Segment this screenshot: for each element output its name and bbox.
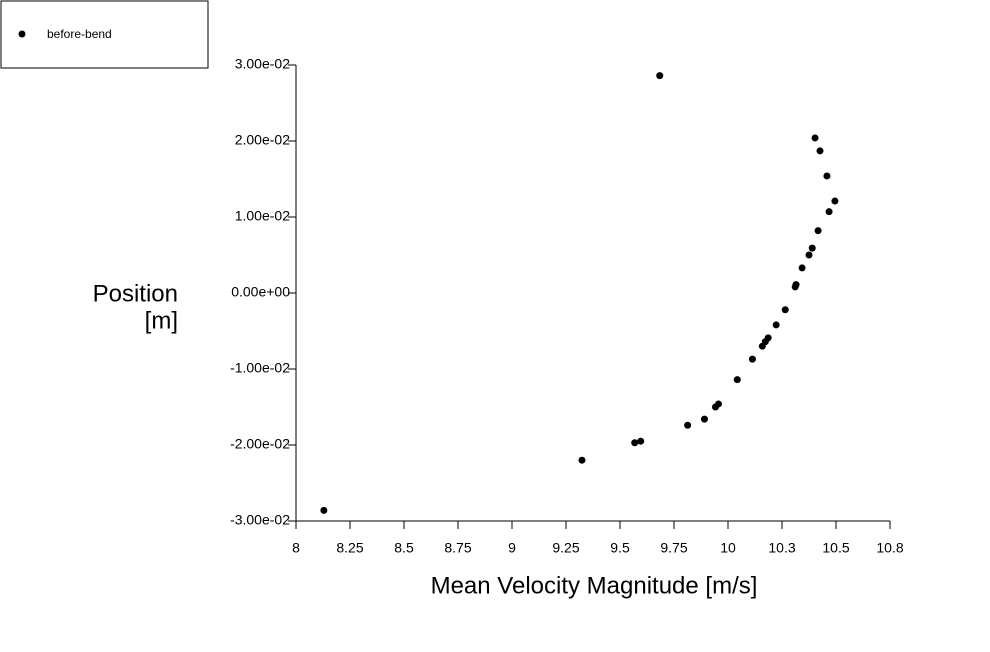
x-tick-label: 8.25 bbox=[336, 540, 363, 556]
data-point bbox=[733, 376, 741, 384]
legend-label: before-bend bbox=[47, 27, 112, 41]
data-point bbox=[711, 403, 719, 411]
data-point bbox=[808, 244, 816, 252]
data-point bbox=[578, 456, 586, 464]
y-tick-label: 3.00e-02 bbox=[235, 56, 290, 72]
data-point bbox=[814, 227, 822, 235]
y-tick-label: 0.00e+00 bbox=[231, 284, 290, 300]
data-point bbox=[805, 251, 813, 259]
y-tick-label: -1.00e-02 bbox=[230, 360, 290, 376]
data-point bbox=[823, 172, 831, 180]
y-axis-title: Position bbox=[93, 280, 178, 307]
y-tick-label: -3.00e-02 bbox=[230, 512, 290, 528]
x-tick-label: 10.8 bbox=[876, 540, 903, 556]
data-point bbox=[684, 421, 692, 429]
data-point bbox=[825, 208, 833, 216]
legend-marker bbox=[18, 30, 26, 38]
data-point bbox=[637, 437, 645, 445]
y-tick-label: -2.00e-02 bbox=[230, 436, 290, 452]
x-tick-label: 9.75 bbox=[660, 540, 687, 556]
x-tick-label: 9.5 bbox=[610, 540, 630, 556]
data-point bbox=[816, 147, 824, 155]
x-tick-label: 8.5 bbox=[394, 540, 414, 556]
data-point bbox=[798, 264, 806, 272]
data-point bbox=[772, 321, 780, 329]
y-axis-title: [m] bbox=[145, 307, 178, 334]
data-point bbox=[656, 72, 664, 80]
y-tick-label: 2.00e-02 bbox=[235, 132, 290, 148]
data-point bbox=[320, 506, 328, 514]
y-tick-label: 1.00e-02 bbox=[235, 208, 290, 224]
data-point bbox=[631, 439, 639, 447]
x-tick-label: 8.75 bbox=[444, 540, 471, 556]
legend-box bbox=[0, 0, 209, 69]
x-tick-label: 10.5 bbox=[822, 540, 849, 556]
data-point bbox=[781, 306, 789, 314]
x-tick-label: 9 bbox=[508, 540, 516, 556]
data-point bbox=[758, 342, 766, 350]
data-point bbox=[791, 283, 799, 291]
data-point bbox=[700, 415, 708, 423]
data-point bbox=[811, 134, 819, 142]
x-tick-label: 10.3 bbox=[768, 540, 795, 556]
x-tick-label: 10 bbox=[720, 540, 736, 556]
x-axis-title: Mean Velocity Magnitude [m/s] bbox=[431, 572, 758, 599]
data-point bbox=[831, 197, 839, 205]
x-tick-label: 8 bbox=[292, 540, 300, 556]
data-point bbox=[748, 355, 756, 363]
x-tick-label: 9.25 bbox=[552, 540, 579, 556]
